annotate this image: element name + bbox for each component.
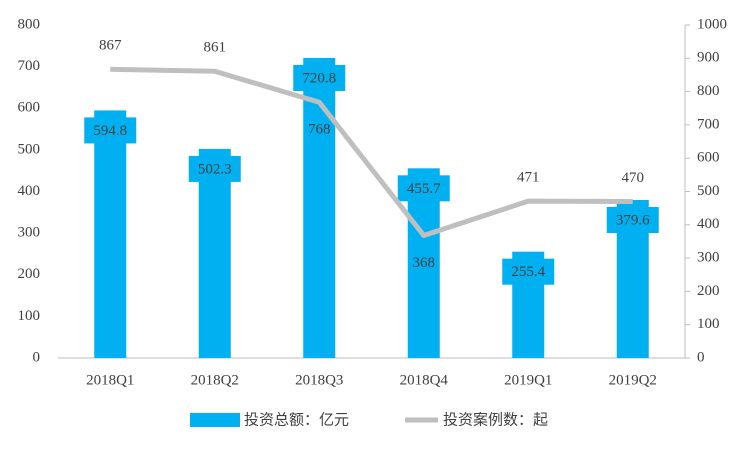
y-tick-label: 300 (18, 225, 41, 241)
y2-tick-label: 100 (697, 316, 720, 332)
data-label: 594.8 (93, 123, 127, 139)
y-tick-label: 400 (18, 183, 41, 199)
data-label: 768 (308, 122, 331, 138)
y2-tick-label: 500 (697, 183, 720, 199)
y-tick-label: 700 (18, 58, 41, 74)
bar (198, 148, 231, 358)
y-tick-label: 0 (33, 349, 41, 365)
x-tick-label: 2019Q2 (609, 372, 657, 388)
y-tick-label: 600 (18, 100, 41, 116)
data-label: 368 (413, 255, 436, 271)
y-tick-label: 500 (18, 141, 41, 157)
bar (94, 110, 127, 359)
y2-tick-label: 600 (697, 150, 720, 166)
y2-tick-label: 700 (697, 116, 720, 132)
y2-tick-label: 300 (697, 250, 720, 266)
line (110, 66, 633, 238)
data-label-box (84, 117, 137, 144)
data-label-box (188, 155, 241, 182)
x-tick-label: 2018Q1 (86, 372, 134, 388)
y2-tick-label: 800 (697, 83, 720, 99)
legend-label: 投资案例数：起 (443, 410, 548, 428)
y2-tick-label: 1000 (697, 16, 727, 32)
x-tick-label: 2019Q1 (504, 372, 552, 388)
data-label: 379.6 (616, 212, 650, 228)
data-label: 502.3 (198, 161, 232, 177)
data-label: 455.7 (407, 181, 441, 197)
y-tick-label: 100 (18, 308, 41, 324)
y-tick-label: 200 (18, 266, 41, 282)
data-label-box (293, 64, 346, 91)
x-tick-label: 2018Q3 (295, 372, 343, 388)
legend-label: 投资总额：亿元 (244, 411, 349, 428)
data-label-box (502, 258, 555, 285)
data-label: 470 (622, 170, 645, 186)
y2-tick-label: 200 (697, 283, 720, 299)
data-label: 720.8 (302, 70, 336, 86)
bar (303, 57, 336, 358)
y2-tick-label: 900 (697, 50, 720, 66)
y-tick-label: 800 (18, 16, 41, 32)
x-tick-label: 2018Q4 (400, 372, 449, 388)
x-tick-label: 2018Q2 (191, 372, 239, 388)
legend-swatch (190, 413, 240, 427)
data-label-box (606, 206, 659, 233)
data-label: 861 (204, 40, 227, 56)
data-label: 255.4 (511, 264, 545, 280)
y2-tick-label: 0 (697, 349, 705, 365)
data-label: 471 (517, 170, 540, 186)
y2-tick-label: 400 (697, 216, 720, 232)
data-label-box (397, 175, 450, 202)
data-label: 867 (99, 38, 122, 54)
